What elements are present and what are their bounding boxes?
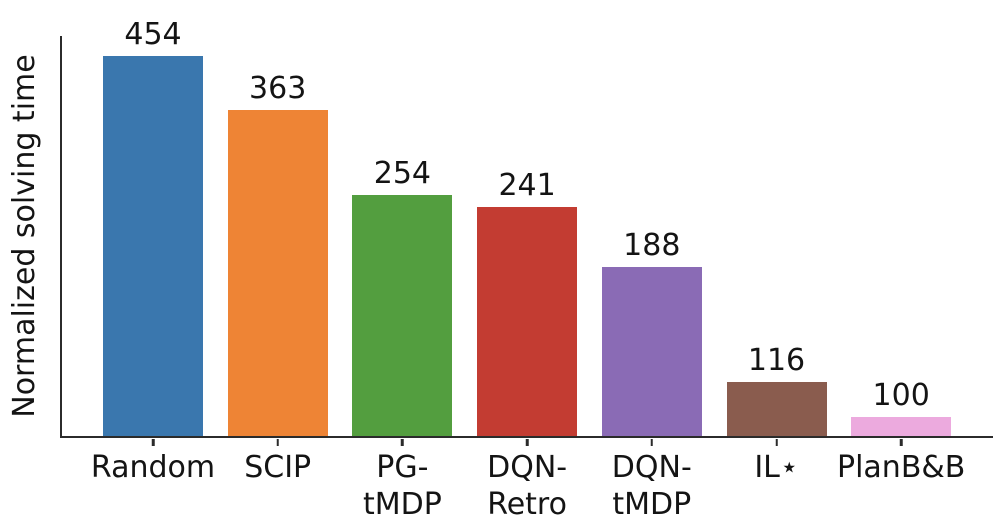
x-tick-label: DQN- Retro (487, 450, 568, 522)
x-axis-tick (401, 438, 404, 446)
bar-value-label: 254 (373, 155, 432, 191)
bar (726, 381, 827, 436)
bar (477, 207, 578, 436)
bar-value-label: 363 (249, 70, 307, 106)
bar (103, 56, 203, 436)
x-axis-tick (151, 438, 155, 446)
x-tick-label: SCIP (244, 450, 312, 485)
bar-value-label: 188 (623, 227, 681, 263)
y-axis-label: Normalized solving time (7, 54, 42, 418)
bar (601, 266, 702, 436)
x-tick-label: Random (90, 450, 216, 485)
x-tick-label: PlanB&B (836, 450, 966, 485)
bar (352, 194, 453, 436)
x-axis-tick (650, 438, 654, 446)
bar-value-label: 116 (747, 342, 806, 378)
x-axis-tick (276, 438, 279, 446)
y-axis-spine (60, 36, 62, 438)
x-tick-label: PG- tMDP (362, 450, 442, 522)
bar-value-label: 100 (872, 378, 930, 414)
x-axis-tick (775, 438, 778, 446)
bar (851, 417, 952, 436)
x-tick-label: IL⋆ (754, 450, 799, 485)
x-axis-tick (899, 438, 903, 446)
bar (227, 109, 328, 436)
x-axis-tick (525, 438, 529, 446)
bar-value-label: 454 (124, 17, 182, 53)
bar-value-label: 241 (498, 168, 556, 204)
plot-area: 454 363 254 241 188 116 100 Random SCIP PG- tMDP… (60, 20, 993, 522)
x-axis-spine (60, 435, 993, 438)
x-tick-label: DQN- tMDP (611, 450, 692, 522)
